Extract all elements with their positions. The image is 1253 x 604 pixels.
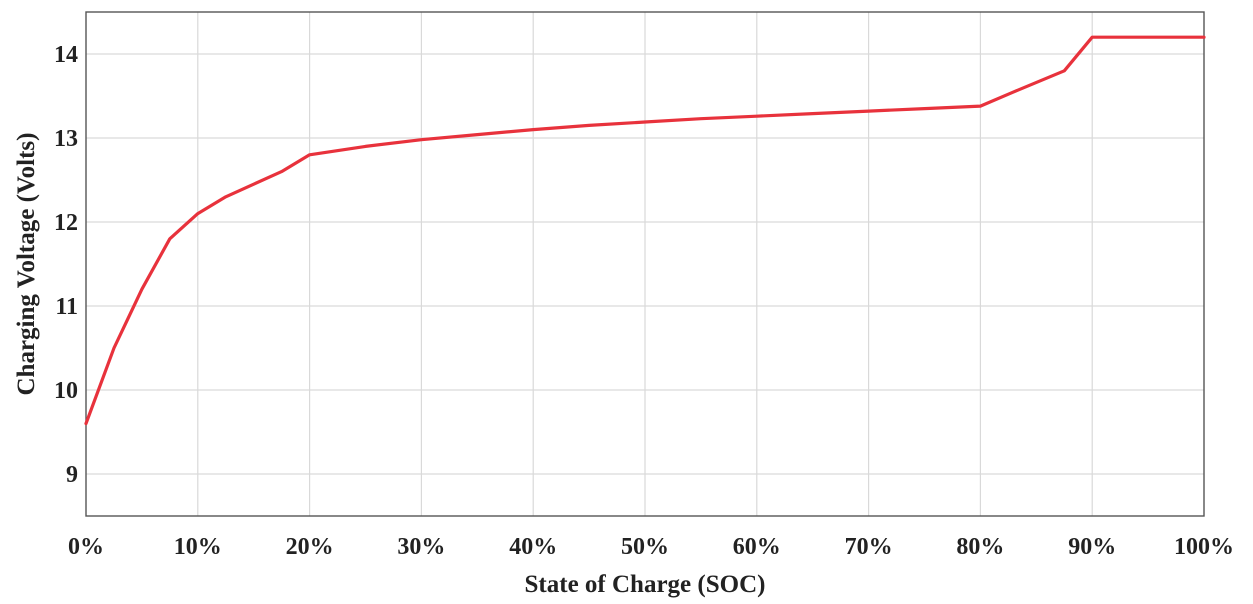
x-tick-label: 0%	[68, 534, 104, 560]
series-layer	[84, 35, 1206, 426]
y-tick-label: 10	[54, 378, 78, 404]
x-tick-label: 10%	[174, 534, 222, 560]
plot-frame	[85, 11, 1205, 517]
y-axis-title: Charging Voltage (Volts)	[13, 133, 40, 396]
grid	[86, 12, 1204, 516]
y-tick-label: 12	[54, 210, 78, 236]
x-axis-title: State of Charge (SOC)	[525, 571, 766, 598]
x-tick-label: 80%	[956, 534, 1004, 560]
series-line	[84, 35, 1206, 426]
x-tick-labels: 0% 10% 20% 30% 40% 50% 60% 70% 80% 90% 100%	[68, 534, 1234, 560]
x-tick-label: 30%	[397, 534, 445, 560]
x-tick-label: 100%	[1174, 534, 1234, 560]
x-tick-label: 70%	[845, 534, 893, 560]
x-tick-label: 40%	[509, 534, 557, 560]
x-tick-label: 50%	[621, 534, 669, 560]
x-tick-label: 90%	[1068, 534, 1116, 560]
x-tick-label: 20%	[286, 534, 334, 560]
y-tick-label: 13	[54, 126, 78, 152]
y-tick-labels: 9 10 11 12 13 14	[54, 42, 78, 488]
y-tick-label: 14	[54, 42, 78, 68]
x-tick-label: 60%	[733, 534, 781, 560]
y-tick-label: 11	[55, 294, 78, 320]
y-tick-label: 9	[66, 462, 78, 488]
